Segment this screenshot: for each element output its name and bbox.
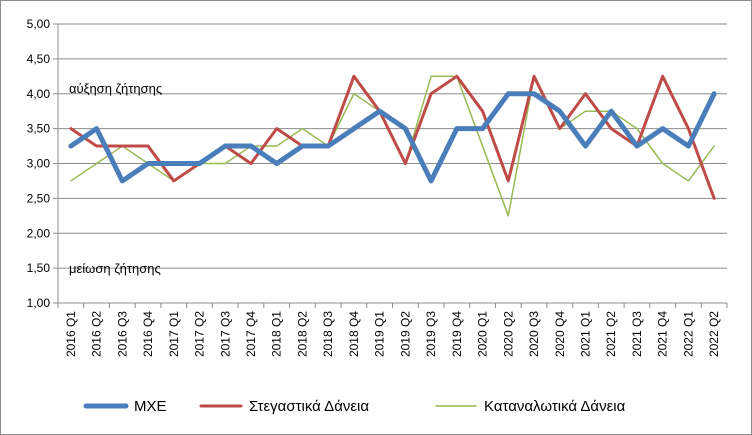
x-tick-label: 2016 Q1	[64, 311, 78, 357]
x-tick-label: 2019 Q2	[398, 311, 412, 357]
x-tick-label: 2021 Q2	[604, 311, 618, 357]
x-tick-label: 2021 Q3	[630, 311, 644, 357]
x-tick-label: 2018 Q2	[295, 311, 309, 357]
annotation-increase: αύξηση ζήτησης	[69, 81, 162, 96]
x-tick-label: 2022 Q2	[707, 311, 721, 357]
x-tick-label: 2019 Q1	[373, 311, 387, 357]
x-tick-label: 2018 Q3	[321, 311, 335, 357]
y-tick-label: 2,00	[27, 226, 51, 240]
legend: ΜΧΕ Στεγαστικά Δάνεια Καταναλωτικά Δάνεια	[83, 398, 626, 415]
series-line-1	[68, 91, 717, 184]
y-tick-label: 1,00	[27, 296, 51, 310]
series-lines	[68, 74, 717, 217]
series-line-3	[70, 75, 715, 217]
x-tick-label: 2016 Q4	[141, 311, 155, 357]
x-tick-label: 2020 Q1	[476, 311, 490, 357]
legend-label-3: Καταναλωτικά Δάνεια	[484, 398, 626, 415]
x-tick-label: 2016 Q2	[90, 311, 104, 357]
x-tick-label: 2016 Q3	[115, 311, 129, 357]
y-tick-label: 1,50	[27, 261, 51, 275]
y-tick-label: 4,50	[27, 52, 51, 66]
x-tick-label: 2020 Q4	[553, 311, 567, 357]
x-tick-label: 2017 Q2	[193, 311, 207, 357]
y-tick-label: 5,00	[27, 17, 51, 31]
x-tick-label: 2017 Q1	[167, 311, 181, 357]
x-tick-label: 2021 Q4	[656, 311, 670, 357]
x-tick-label: 2020 Q3	[527, 311, 541, 357]
legend-label-2: Στεγαστικά Δάνεια	[249, 398, 369, 415]
x-tick-label: 2019 Q4	[450, 311, 464, 357]
x-tick-label: 2021 Q1	[578, 311, 592, 357]
x-tick-label: 2018 Q1	[270, 311, 284, 357]
x-tick-label: 2017 Q3	[218, 311, 232, 357]
x-tick-label: 2022 Q1	[681, 311, 695, 357]
x-tick-label: 2020 Q2	[501, 311, 515, 357]
legend-label-1: ΜΧΕ	[134, 398, 167, 415]
x-tick-label: 2017 Q4	[244, 311, 258, 357]
y-axis: 1,00 1,50 2,00 2,50 3,00 3,50 4,00 4,50 5,00	[27, 17, 59, 310]
x-tick-label: 2018 Q4	[347, 311, 361, 357]
x-tick-label: 2019 Q3	[424, 311, 438, 357]
series-line-2	[69, 74, 716, 200]
y-tick-label: 3,50	[27, 122, 51, 136]
y-tick-label: 4,00	[27, 87, 51, 101]
x-axis: 2016 Q1 2016 Q2 2016 Q3 2016 Q4 2017 Q1 2017 …	[57, 303, 728, 357]
y-tick-label: 2,50	[27, 191, 51, 205]
y-tick-label: 3,00	[27, 157, 51, 171]
annotation-decrease: μείωση ζήτησης	[69, 261, 161, 276]
